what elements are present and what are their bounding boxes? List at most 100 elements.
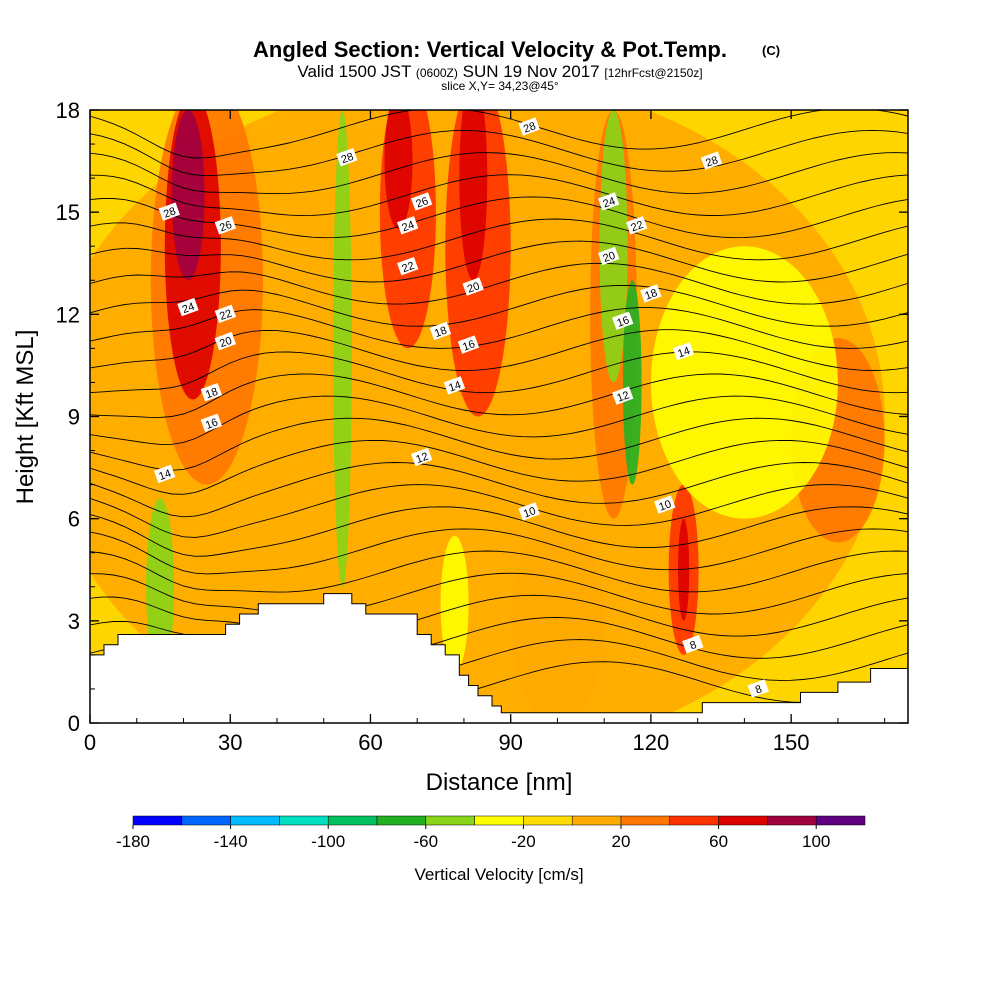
colorbar-swatch (815, 815, 866, 826)
contour-label-box (612, 311, 634, 330)
theta-contour-line (90, 218, 908, 261)
contour-label-box (612, 386, 634, 405)
contour-label-text: 28 (522, 120, 538, 135)
contour-label-text: 12 (615, 389, 631, 404)
contour-label-text: 8 (688, 639, 698, 652)
velocity-cell (384, 110, 413, 230)
contour-label: 22 (214, 304, 237, 324)
valid-date: SUN 19 Nov 2017 (463, 62, 600, 81)
colorbar-swatch (181, 815, 231, 826)
theta-contour-line (90, 174, 908, 217)
contour-label-text: 22 (629, 219, 645, 234)
contour-label: 26 (214, 216, 237, 235)
theta-contour-line (90, 395, 908, 445)
contour-label: 18 (429, 321, 452, 341)
contour-label-text: 14 (676, 345, 692, 360)
theta-contour-line (90, 594, 908, 637)
contour-label: 14 (672, 342, 695, 361)
theta-contour-line (90, 284, 908, 327)
contour-label-text: 24 (181, 301, 197, 316)
theta-contour-line (90, 439, 908, 495)
colorbar-tick-label: -180 (116, 832, 150, 851)
contour-label-box (626, 216, 648, 235)
theta-contour-line (90, 484, 908, 538)
contour-label-box (672, 342, 695, 361)
theta-contour-line (90, 528, 908, 575)
contour-label: 18 (640, 284, 662, 303)
contour-label-text: 20 (601, 250, 617, 265)
contour-label: 20 (462, 277, 484, 296)
contour-label: 16 (612, 311, 634, 330)
contour-label-text: 16 (204, 417, 220, 432)
contour-label: 22 (397, 256, 419, 276)
contour-label: 28 (336, 148, 358, 167)
colorbar-swatch (327, 815, 378, 826)
axes: 0 30 60 90 120 150 0 3 6 9 12 15 18 (56, 98, 908, 755)
contour-label-text: 28 (340, 151, 356, 166)
theta-contour-line (90, 262, 908, 305)
colorbar-swatch (669, 815, 719, 826)
contour-label-box (682, 635, 704, 654)
contour-label-box (443, 376, 466, 395)
y-tick-label: 6 (68, 507, 80, 532)
contour-label: 28 (700, 151, 723, 170)
colorbar-tick-label: 20 (612, 832, 631, 851)
contour-label-box (457, 335, 480, 354)
contour-label-text: 8 (754, 683, 764, 696)
theta-contour-line (90, 417, 908, 471)
forecast-label: [12hrFcst@2150z] (604, 66, 702, 80)
slice-label: slice X,Y= 34,23@45° (441, 79, 559, 93)
contour-label: 28 (518, 117, 540, 136)
contour-label-box (518, 502, 540, 521)
velocity-cell (510, 518, 605, 723)
contour-label-text: 18 (433, 325, 449, 340)
y-tick-label: 0 (68, 711, 80, 736)
contour-label-text: 20 (466, 280, 482, 295)
theta-contour-line (90, 506, 908, 557)
y-tick-label: 18 (56, 98, 80, 123)
contour-label-box (411, 447, 433, 467)
contour-label-text: 28 (162, 205, 178, 220)
y-tick-label: 15 (56, 200, 80, 225)
contour-label-box (214, 331, 237, 351)
contour-label-text: 16 (615, 314, 631, 329)
contour-label: 22 (626, 216, 648, 235)
velocity-cell (333, 110, 352, 587)
contour-label-text: 26 (218, 219, 234, 234)
theta-contour-line (90, 351, 908, 394)
contour-label: 16 (457, 335, 480, 354)
velocity-field (90, 110, 885, 723)
contour-label-box (336, 148, 358, 167)
contour-label-box (597, 246, 620, 266)
y-tick-label: 3 (68, 609, 80, 634)
contour-label-text: 22 (400, 260, 416, 275)
contour-label-text: 22 (218, 308, 234, 323)
contour-label: 12 (612, 386, 634, 405)
colorbar-swatch (279, 815, 329, 826)
contour-label-box (177, 297, 199, 317)
contour-label: 8 (682, 635, 704, 654)
colorbar-tick-label: 100 (802, 832, 830, 851)
x-tick-label: 90 (498, 730, 522, 755)
contour-label-text: 24 (400, 219, 416, 234)
contour-label-box (640, 284, 662, 303)
contour-label: 14 (443, 376, 466, 395)
contour-label-text: 10 (657, 498, 673, 513)
colorbar-swatch (767, 815, 817, 826)
contour-label: 16 (200, 413, 223, 433)
colorbar-tick-label: -60 (414, 832, 439, 851)
valid-utc: (0600Z) (416, 66, 458, 80)
y-tick-label: 9 (68, 405, 80, 430)
contour-label-box (700, 151, 723, 170)
colorbar-swatch (718, 815, 768, 826)
contour-labels: 28 28 28 28 26 26 24 24 24 22 22 22 20 20 20 18 18 18 16 16… (153, 117, 769, 698)
colorbar-swatch (523, 815, 573, 826)
contour-label: 14 (153, 464, 176, 484)
colorbar-swatch (474, 815, 524, 826)
contour-label-text: 24 (601, 195, 617, 210)
x-tick-label: 120 (633, 730, 670, 755)
contour-label-box (200, 383, 223, 402)
contour-label-box (654, 495, 676, 514)
contour-label-box (747, 679, 769, 698)
velocity-cell (650, 246, 838, 519)
